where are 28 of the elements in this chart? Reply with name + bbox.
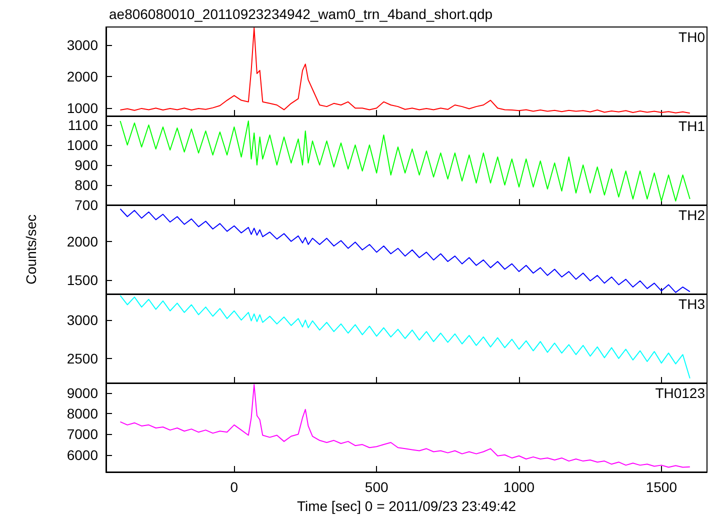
y-tick-label: 2000 <box>66 233 98 250</box>
text: TH0123 <box>655 385 706 401</box>
y-tick-label: 800 <box>74 177 98 193</box>
y-tick-label: 900 <box>74 157 98 173</box>
x-axis-title: Time [sec] 0 = 2011/09/23 23:49:42 <box>296 498 516 514</box>
x-tick-label: 1500 <box>646 479 678 495</box>
text: TH2 <box>678 207 706 223</box>
y-tick-label: 7000 <box>66 426 98 442</box>
y-tick-label: 1100 <box>68 117 98 133</box>
y-tick-label: 1500 <box>66 272 98 288</box>
y-tick-label: 2000 <box>66 68 98 85</box>
y-tick-label: 1000 <box>66 137 98 153</box>
chart-title: ae806080010_20110923234942_wam0_trn_4band_short.qdp <box>109 6 493 22</box>
y-tick-label: 3000 <box>66 37 98 54</box>
y-tick-label: 3000 <box>66 312 98 328</box>
y-tick-label: 2500 <box>66 350 98 366</box>
x-tick-label: 500 <box>364 479 388 495</box>
x-tick-label: 1000 <box>503 479 535 495</box>
y-tick-label: 1000 <box>66 100 98 116</box>
y-tick-label: 6000 <box>66 446 98 463</box>
text: TH1 <box>678 118 706 134</box>
y-tick-label: 700 <box>74 197 98 213</box>
text: TH0 <box>678 29 706 45</box>
y-axis-title: Counts/sec <box>23 214 39 285</box>
x-tick-label: 0 <box>230 479 238 495</box>
text: TH3 <box>678 296 706 312</box>
y-tick-label: 9000 <box>66 384 98 401</box>
y-tick-label: 8000 <box>66 406 98 422</box>
